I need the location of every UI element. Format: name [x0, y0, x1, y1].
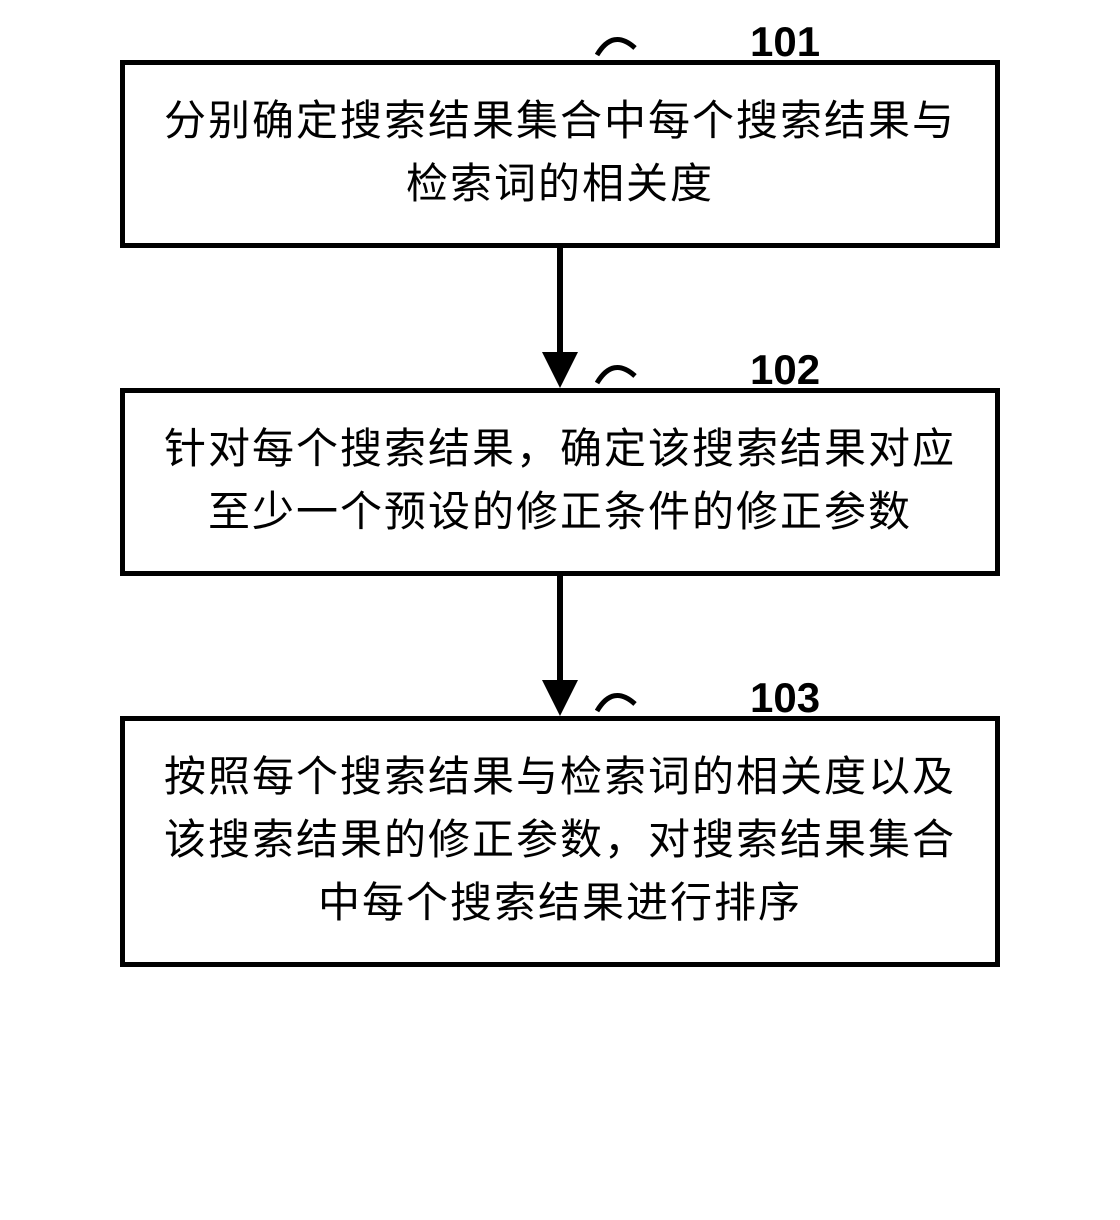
arrow-102-103	[110, 576, 1010, 716]
flowchart-container: 101 分别确定搜索结果集合中每个搜索结果与检索词的相关度 102 针对每个搜索…	[110, 60, 1010, 967]
step-text-101: 分别确定搜索结果集合中每个搜索结果与检索词的相关度	[163, 91, 957, 217]
step-text-102: 针对每个搜索结果，确定该搜索结果对应至少一个预设的修正条件的修正参数	[163, 419, 957, 545]
step-box-101: 分别确定搜索结果集合中每个搜索结果与检索词的相关度	[120, 60, 1000, 248]
label-tick-102	[595, 360, 650, 385]
step-box-102: 针对每个搜索结果，确定该搜索结果对应至少一个预设的修正条件的修正参数	[120, 388, 1000, 576]
arrow-101-102	[110, 248, 1010, 388]
step-box-103: 按照每个搜索结果与检索词的相关度以及该搜索结果的修正参数，对搜索结果集合中每个搜…	[120, 716, 1000, 967]
label-tick-101	[595, 32, 650, 57]
step-text-103: 按照每个搜索结果与检索词的相关度以及该搜索结果的修正参数，对搜索结果集合中每个搜…	[163, 747, 957, 936]
step-label-101: 101	[750, 18, 820, 66]
step-label-102: 102	[750, 346, 820, 394]
label-tick-103	[595, 688, 650, 713]
step-label-103: 103	[750, 674, 820, 722]
